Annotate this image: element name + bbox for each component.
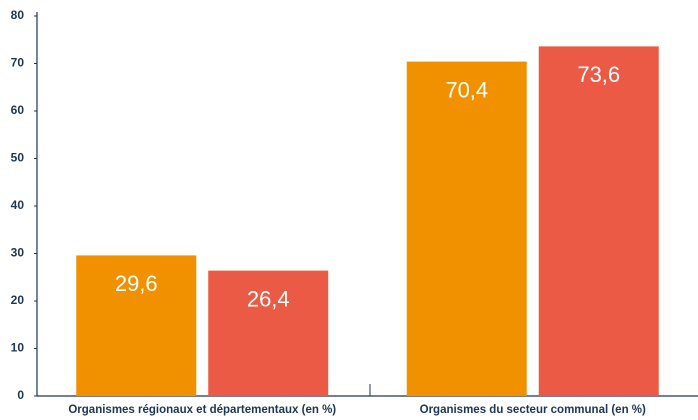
x-tick-label: Organismes du secteur communal (en %) (420, 404, 646, 416)
bar (406, 61, 527, 396)
y-tick-label: 70 (11, 56, 25, 70)
bar (76, 255, 197, 396)
y-tick-label: 80 (11, 8, 25, 22)
y-tick-label: 10 (11, 341, 25, 355)
bar (208, 270, 329, 396)
value-label: 26,4 (247, 286, 290, 311)
value-label: 70,4 (445, 77, 488, 102)
bar (538, 46, 659, 397)
value-label: 73,6 (577, 62, 620, 87)
x-tick-label: Organismes régionaux et départementaux (… (68, 404, 336, 416)
y-tick-label: 40 (11, 198, 25, 212)
y-tick-label: 60 (11, 103, 25, 117)
y-tick-label: 30 (11, 246, 25, 260)
y-tick-label: 20 (11, 293, 25, 307)
y-tick-label: 0 (17, 388, 24, 402)
y-tick-label: 50 (11, 151, 25, 165)
value-label: 29,6 (115, 271, 158, 296)
